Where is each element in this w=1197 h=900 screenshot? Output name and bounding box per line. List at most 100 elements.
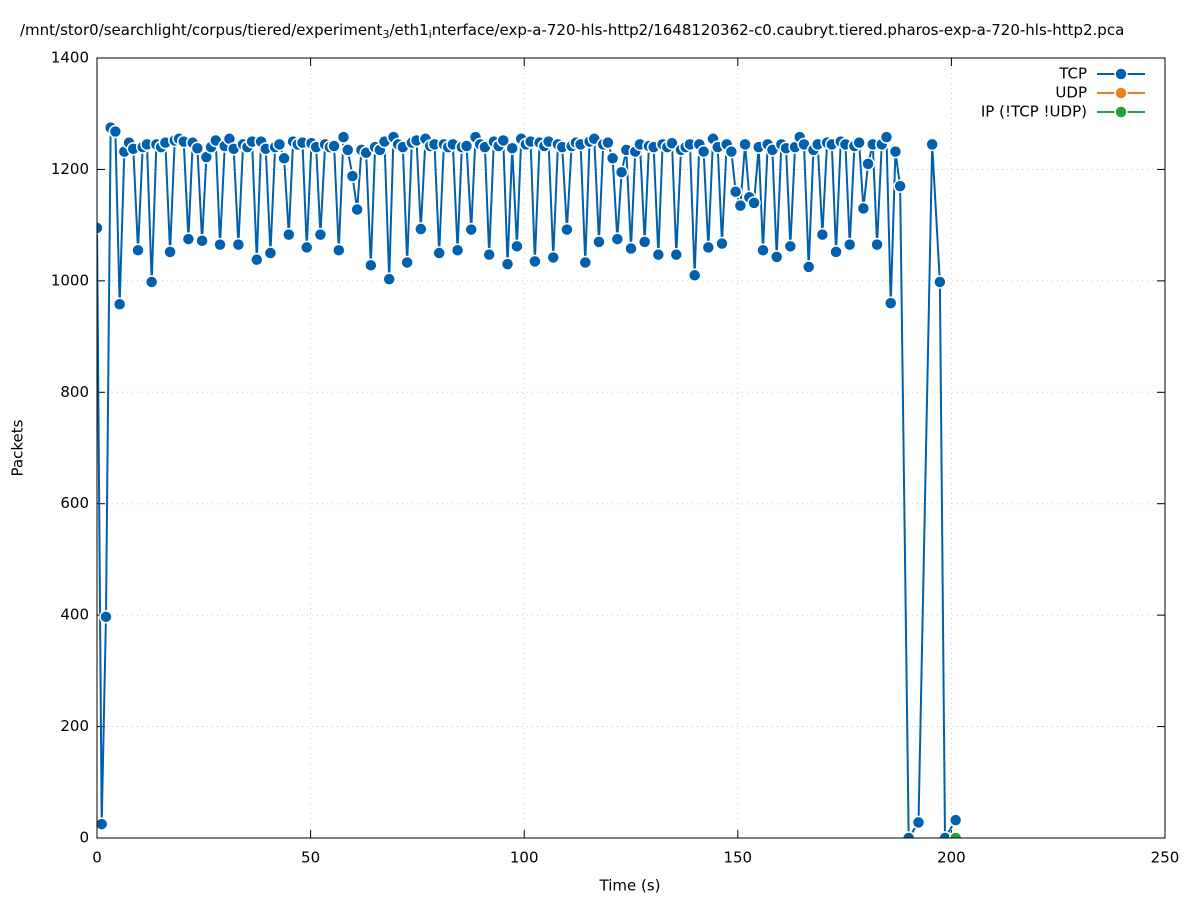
data-point (669, 247, 684, 262)
y-tick-label: 800 (60, 383, 89, 401)
data-point (350, 202, 364, 217)
data-point (108, 124, 123, 139)
data-point (190, 141, 205, 156)
data-point (546, 250, 560, 265)
data-point (861, 157, 875, 171)
legend-marker (1114, 86, 1128, 100)
data-point (701, 240, 716, 255)
data-point (272, 137, 287, 152)
legend-label: UDP (1055, 84, 1087, 102)
data-point (769, 250, 784, 264)
data-point (925, 137, 939, 152)
data-point (282, 227, 296, 242)
data-point (747, 196, 761, 210)
data-point (624, 241, 638, 256)
data-point (112, 297, 127, 312)
data-point (637, 235, 652, 249)
data-point (728, 184, 743, 199)
data-point (432, 246, 446, 260)
y-tick-label: 0 (79, 829, 89, 847)
data-point (99, 610, 113, 624)
data-point (948, 813, 963, 827)
data-point (144, 275, 159, 289)
title-segment: /mnt/stor0/searchlight/corpus/tiered/exp… (20, 21, 383, 39)
x-tick-label: 0 (92, 849, 102, 867)
legend-marker (1114, 67, 1128, 81)
data-point (687, 268, 702, 283)
data-point (163, 245, 177, 259)
y-tick-label: 400 (60, 606, 89, 624)
data-point (610, 232, 625, 246)
y-tick-label: 600 (60, 494, 89, 512)
x-tick-label: 50 (301, 849, 320, 867)
data-point (696, 144, 711, 159)
data-point (341, 143, 355, 157)
chart-title: /mnt/stor0/searchlight/corpus/tiered/exp… (20, 21, 1124, 42)
y-tick-label: 1200 (51, 160, 89, 178)
data-point (888, 144, 903, 159)
x-tick-label: 150 (723, 849, 752, 867)
data-point (815, 227, 830, 242)
data-point (605, 151, 620, 166)
data-point (131, 243, 145, 257)
data-point (336, 130, 351, 144)
data-point (738, 137, 752, 152)
legend-label: TCP (1058, 65, 1087, 83)
data-point (893, 179, 907, 193)
data-point (911, 815, 926, 830)
data-point (614, 165, 629, 179)
data-point (500, 257, 515, 271)
data-point (651, 247, 666, 262)
data-point (948, 831, 963, 838)
data-point (756, 243, 770, 257)
title-segment: i (429, 28, 432, 41)
data-point (901, 831, 916, 838)
data-point (414, 222, 428, 236)
data-point (870, 237, 884, 252)
data-point (852, 135, 866, 150)
plot-border (96, 57, 1166, 839)
data-point (715, 236, 729, 251)
data-point (313, 227, 328, 242)
data-point (528, 254, 542, 269)
data-point (856, 201, 871, 216)
data-point (601, 135, 615, 150)
data-point (300, 240, 314, 255)
data-point (510, 239, 524, 254)
data-point (933, 275, 947, 289)
data-point (733, 198, 748, 213)
data-point (665, 136, 679, 150)
data-point (801, 260, 816, 274)
data-point (364, 258, 378, 273)
x-axis-label: Time (s) (599, 877, 661, 895)
y-axis-label: Packets (9, 419, 27, 476)
data-point (332, 243, 346, 257)
data-point (97, 221, 104, 235)
data-point (938, 831, 952, 838)
data-point (829, 245, 843, 259)
title-segment: nterface/exp-a-720-hls-http2/1648120362-… (432, 21, 1125, 39)
plot-area (97, 120, 963, 838)
y-tick-label: 200 (60, 717, 89, 735)
data-point (560, 222, 574, 237)
data-point (382, 272, 396, 286)
data-point (345, 169, 360, 183)
data-point (883, 296, 898, 310)
y-tick-label: 1000 (51, 271, 89, 289)
grid: 0 200 400 600 800 1000 1200 1400 0 50 100 150 200 250 (51, 49, 1180, 867)
legend-label: IP (!TCP !UDP) (981, 103, 1087, 121)
data-point (181, 232, 196, 246)
data-point (578, 255, 593, 270)
data-point (496, 133, 511, 148)
data-point (277, 151, 291, 166)
data-point (231, 237, 246, 252)
data-point (400, 255, 414, 270)
data-point (459, 139, 474, 153)
x-tick-label: 250 (1151, 849, 1180, 867)
data-point (250, 252, 264, 267)
x-tick-label: 200 (937, 849, 966, 867)
data-point (505, 141, 519, 156)
title-segment: /eth1 (389, 21, 428, 39)
